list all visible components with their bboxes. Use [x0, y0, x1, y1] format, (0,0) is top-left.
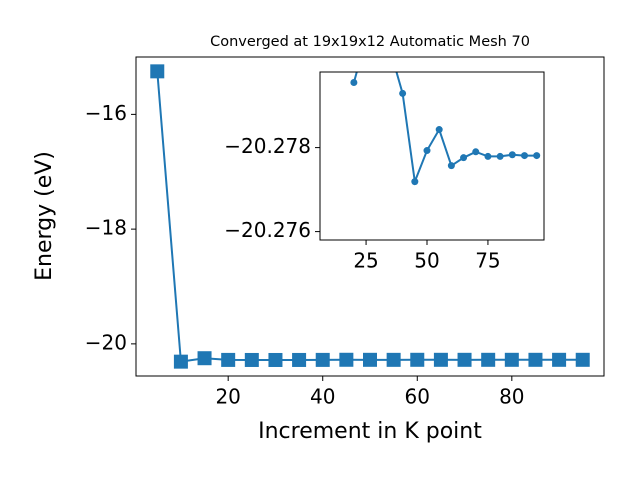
- marker: [433, 352, 448, 367]
- y-tick-label: −20: [85, 330, 127, 354]
- marker: [528, 352, 543, 367]
- marker: [423, 147, 431, 155]
- marker: [221, 352, 236, 367]
- plot-content: [150, 64, 590, 369]
- x-tick-label: 75: [475, 249, 500, 273]
- x-tick-label: 80: [499, 385, 524, 409]
- y-tick-label: −18: [85, 216, 127, 240]
- marker: [150, 64, 165, 79]
- marker: [410, 352, 425, 367]
- marker: [315, 352, 330, 367]
- x-tick-label: 40: [310, 385, 335, 409]
- x-tick-label: 60: [405, 385, 430, 409]
- chart-title: Converged at 19x19x12 Automatic Mesh 70: [210, 34, 530, 50]
- axes-frame: [135, 56, 605, 377]
- marker: [350, 79, 358, 86]
- marker: [460, 154, 468, 162]
- marker: [268, 352, 283, 367]
- marker: [508, 151, 516, 159]
- y-tick-label: −16: [85, 101, 127, 125]
- marker: [533, 152, 541, 160]
- marker: [375, 27, 382, 34]
- marker: [339, 352, 354, 367]
- marker: [399, 89, 407, 97]
- y-axis-label: Energy (eV): [32, 151, 57, 281]
- marker: [435, 126, 443, 134]
- marker: [504, 352, 519, 367]
- marker: [411, 178, 419, 186]
- x-tick-label: 20: [215, 385, 240, 409]
- marker: [484, 152, 492, 160]
- marker: [481, 352, 496, 367]
- marker: [575, 352, 590, 367]
- x-axis-label: Increment in K point: [258, 419, 482, 444]
- marker: [386, 352, 401, 367]
- data-line: [352, 72, 537, 186]
- marker: [521, 152, 529, 160]
- marker: [292, 352, 307, 367]
- marker: [244, 352, 259, 367]
- axes-frame: [319, 71, 545, 241]
- marker: [552, 352, 567, 367]
- x-tick-label: 25: [353, 249, 378, 273]
- marker: [363, 352, 377, 367]
- marker: [496, 152, 504, 160]
- y-tick-label: −20.276: [224, 218, 311, 242]
- marker: [472, 148, 480, 156]
- marker: [197, 351, 212, 366]
- marker: [447, 162, 455, 170]
- marker: [457, 352, 472, 367]
- plot-content: [350, 27, 541, 186]
- y-tick-label: −20.278: [224, 134, 311, 158]
- x-tick-label: 50: [414, 249, 439, 273]
- marker: [173, 354, 188, 369]
